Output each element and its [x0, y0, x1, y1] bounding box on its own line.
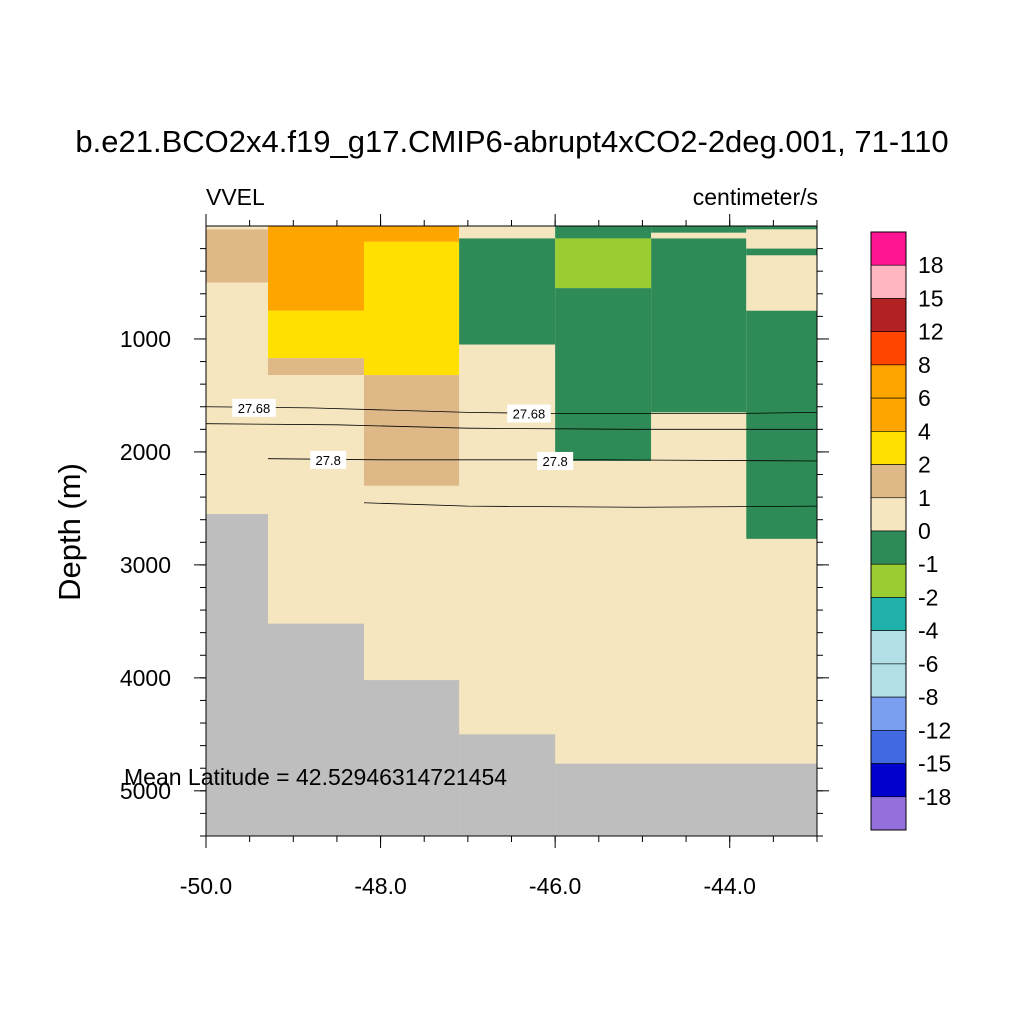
y-tick-label: 1000 [120, 326, 171, 352]
y-tick-label: 5000 [120, 778, 171, 804]
heatmap-cell [206, 282, 268, 515]
colorbar-label: -18 [918, 784, 951, 810]
colorbar-swatch [870, 796, 907, 831]
colorbar-label: 15 [918, 285, 944, 311]
heatmap-cell [206, 226, 268, 230]
colorbar-swatch [870, 597, 907, 631]
heatmap-cell [555, 238, 652, 289]
colorbar-frame [870, 231, 907, 831]
heatmap-cell [363, 485, 460, 681]
chart-title: b.e21.BCO2x4.f19_g17.CMIP6-abrupt4xCO2-2… [75, 124, 949, 159]
axes-layer: -50.0 -48.0 -46.0 -44.0 1000 2000 3000 4000 5000 [120, 214, 829, 899]
heatmap-cell [267, 226, 364, 311]
colorbar-swatch [870, 563, 907, 598]
heatmap-cell [651, 226, 747, 233]
heatmap-cell [555, 288, 652, 461]
colorbar-label: 4 [918, 418, 931, 444]
units-label: centimeter/s [692, 184, 818, 210]
colorbar-swatch [870, 630, 907, 665]
contour-label-bg [310, 450, 347, 469]
contour-label: 27.68 [513, 407, 546, 422]
colorbar-label: -8 [918, 684, 938, 710]
colorbar-label: -4 [918, 618, 939, 644]
heatmap-cell [267, 375, 364, 624]
colorbar-label: 8 [918, 352, 931, 378]
heatmap-cell [459, 344, 556, 735]
mean-latitude-annotation: Mean Latitude = 42.52946314721454 [124, 764, 508, 790]
contour-layer: 27.68 27.68 27.8 27.8 [205, 398, 818, 508]
heatmap-cell [363, 241, 460, 376]
land-mask [206, 514, 268, 836]
x-tick-label: -46.0 [529, 873, 581, 899]
x-tick-label: -48.0 [354, 873, 406, 899]
heatmap-cell [746, 248, 817, 256]
heatmap-cell [651, 232, 747, 239]
colorbar-label: 6 [918, 385, 931, 411]
heatmap-cell [206, 229, 268, 283]
contour-label-bg [537, 451, 574, 470]
y-tick-label: 3000 [120, 552, 171, 578]
land-mask [555, 763, 817, 836]
colorbar-label: 2 [918, 452, 931, 478]
contour-line [205, 423, 817, 430]
heatmap-cell [267, 358, 364, 376]
x-tick-label: -44.0 [703, 873, 755, 899]
colorbar-label: 12 [918, 319, 944, 345]
colorbar-swatch [870, 696, 907, 731]
colorbar-label: 1 [918, 485, 931, 511]
heatmap-cell [555, 226, 652, 239]
y-tick-label: 4000 [120, 665, 171, 691]
colorbar-swatch [870, 231, 907, 266]
heatmap-cell [459, 226, 556, 239]
land-mask [459, 734, 556, 836]
land-mask [363, 680, 460, 836]
contour-label: 27.8 [542, 454, 567, 469]
y-tick-label: 2000 [120, 439, 171, 465]
colorbar-label: -12 [918, 717, 951, 743]
heatmap-cell [267, 310, 364, 359]
contour-label-bg [232, 398, 276, 417]
variable-name-label: VVEL [206, 184, 265, 210]
colorbar-swatch [870, 464, 907, 499]
heatmap-cell [459, 238, 556, 345]
colorbar-swatch [870, 763, 907, 798]
contour-label: 27.68 [238, 401, 271, 416]
colorbar-swatch [870, 663, 907, 698]
heatmap-cell [746, 310, 817, 539]
contour-label: 27.8 [316, 453, 341, 468]
heatmap-cell [651, 412, 747, 764]
colorbar-swatch [870, 431, 907, 465]
colorbar-label: -15 [918, 751, 951, 777]
colorbar-swatch [870, 264, 907, 299]
land-mask [267, 623, 364, 836]
colorbar-swatch [870, 730, 907, 764]
colorbar-swatch [870, 397, 907, 432]
heatmap-cell [746, 226, 817, 230]
colorbar-swatch [870, 530, 907, 565]
heatmap-cell [651, 238, 747, 413]
colorbar: 18 15 12 8 6 4 2 1 0 -1 -2 -4 -6 -8 -12 -15 -18 [870, 231, 951, 831]
heatmap-cell [363, 375, 460, 486]
heatmap-cell [746, 538, 817, 764]
colorbar-label: -6 [918, 651, 938, 677]
colorbar-swatch [870, 497, 907, 532]
colorbar-label: -1 [918, 551, 938, 577]
contour-line [363, 502, 818, 508]
heatmap-cell [746, 255, 817, 311]
x-tick-label: -50.0 [180, 873, 232, 899]
land-layer [206, 514, 817, 836]
colorbar-label: 18 [918, 252, 944, 278]
heatmap-cell [746, 229, 817, 249]
colorbar-swatch [870, 364, 907, 399]
heatmap-cell [555, 460, 652, 764]
colorbar-swatch [870, 298, 907, 332]
colorbar-label: -2 [918, 584, 938, 610]
contour-label-bg [507, 404, 551, 423]
colorbar-swatch [870, 331, 907, 366]
colorbar-label: 0 [918, 518, 931, 544]
heatmap-cell [363, 226, 460, 242]
